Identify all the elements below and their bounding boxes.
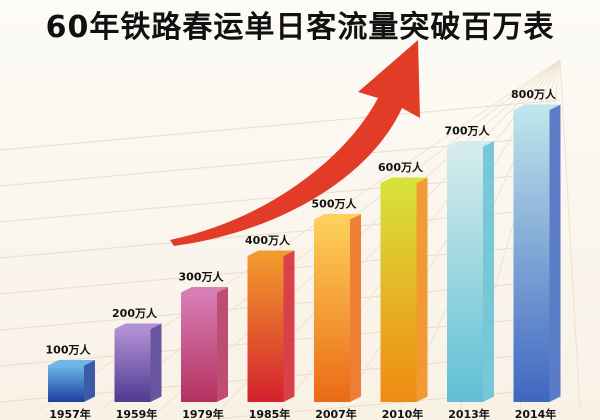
bar-top — [181, 287, 228, 293]
x-tick-label: 1979年 — [182, 407, 224, 420]
bar — [447, 141, 494, 402]
bars — [48, 104, 561, 402]
bar-top — [247, 250, 295, 256]
bar — [181, 287, 228, 402]
bar-front — [314, 219, 350, 402]
x-axis-ticks: 1957年 1959年 1979年 1985年 2007年 2010年 2013年 2014年 — [49, 407, 556, 420]
bar — [380, 177, 428, 402]
bar-front — [447, 146, 483, 402]
bar-side — [549, 104, 561, 402]
bar — [314, 214, 361, 402]
bar-side — [84, 360, 95, 402]
chart-title: 60年铁路春运单日客流量突破百万表 — [45, 10, 555, 45]
backdrop-line — [0, 99, 561, 151]
growth-arrow-icon — [170, 40, 420, 246]
bar-front — [513, 110, 550, 402]
x-tick-label: 2014年 — [515, 407, 557, 420]
bar — [114, 323, 162, 402]
data-labels: 100万人 200万人 300万人 400万人 500万人 600万人 700万人 800万人 — [46, 87, 557, 357]
bar — [247, 250, 295, 402]
bar-side — [350, 214, 361, 402]
data-label: 600万人 — [378, 160, 424, 174]
bar — [48, 360, 95, 402]
bar-side — [217, 287, 228, 402]
data-label: 300万人 — [179, 270, 225, 284]
data-label: 100万人 — [46, 343, 92, 357]
bar-top — [380, 177, 428, 183]
bar-side — [483, 141, 494, 402]
bar-top — [447, 141, 494, 147]
backdrop-ray — [559, 59, 581, 411]
bar-top — [48, 360, 95, 366]
x-tick-label: 1985年 — [249, 407, 291, 420]
x-tick-label: 1957年 — [49, 407, 91, 420]
bar-front — [380, 183, 417, 402]
data-label: 700万人 — [445, 124, 491, 138]
x-tick-label: 2010年 — [382, 407, 424, 420]
x-tick-label: 1959年 — [116, 407, 158, 420]
bar-top — [114, 323, 162, 329]
x-tick-label: 2007年 — [315, 407, 357, 420]
bar — [513, 104, 561, 402]
bar-front — [114, 329, 151, 402]
data-label: 200万人 — [112, 306, 158, 320]
data-label: 400万人 — [245, 233, 291, 247]
bar-side — [416, 177, 428, 402]
bar-top — [513, 104, 561, 110]
bar-front — [181, 292, 217, 402]
data-label: 500万人 — [312, 197, 358, 211]
x-tick-label: 2013年 — [448, 407, 490, 420]
bar-front — [48, 365, 84, 402]
bar-side — [283, 250, 295, 402]
bar-front — [247, 256, 284, 402]
bar-top — [314, 214, 361, 220]
data-label: 800万人 — [511, 87, 557, 101]
bar-side — [150, 323, 162, 402]
